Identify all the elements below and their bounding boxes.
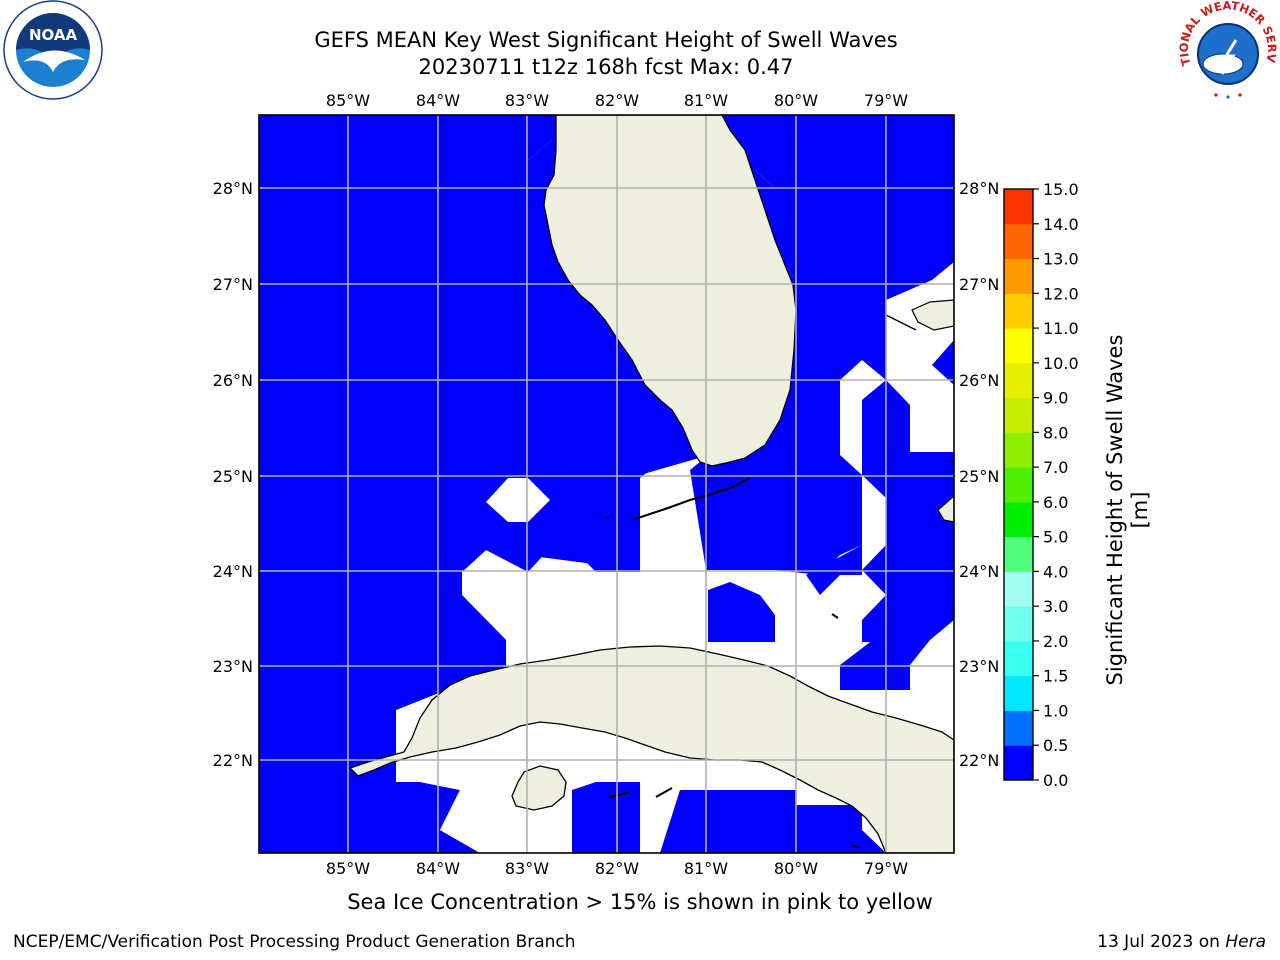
lat-label-right: 26°N	[959, 371, 999, 390]
colorbar-segment	[1004, 467, 1033, 503]
chart-title: GEFS MEAN Key West Significant Height of…	[314, 28, 898, 52]
colorbar-tick-label: 0.5	[1043, 736, 1068, 755]
colorbar-tick-label: 14.0	[1043, 215, 1079, 234]
noaa-logo: NOAA	[3, 0, 103, 100]
chart-subtitle: 20230711 t12z 168h fcst Max: 0.47	[418, 55, 794, 79]
lat-label-right: 22°N	[959, 751, 999, 770]
colorbar-segment	[1004, 501, 1033, 538]
lon-label-top: 81°W	[684, 91, 728, 110]
lon-label-bottom: 80°W	[774, 859, 818, 878]
colorbar-segment	[1004, 328, 1033, 364]
lat-label-left: 25°N	[213, 467, 253, 486]
colorbar-segment	[1004, 606, 1033, 642]
map-frame	[258, 114, 955, 854]
footer-date-text: 13 Jul 2023 on	[1097, 932, 1226, 952]
colorbar-tick-label: 0.0	[1043, 771, 1068, 790]
colorbar-segment	[1004, 293, 1033, 329]
lat-label-right: 25°N	[959, 467, 999, 486]
colorbar-tick-label: 2.0	[1043, 632, 1068, 651]
colorbar-tick-label: 9.0	[1043, 389, 1068, 408]
lat-label-right: 27°N	[959, 275, 999, 294]
lon-label-top: 80°W	[774, 91, 818, 110]
lat-label-right: 24°N	[959, 562, 999, 581]
colorbar-tick-label: 13.0	[1043, 250, 1079, 269]
colorbar-tick-label: 3.0	[1043, 597, 1068, 616]
land-florida	[543, 115, 797, 467]
colorbar-tick-label: 5.0	[1043, 528, 1068, 547]
lon-label-bottom: 83°W	[505, 859, 549, 878]
colorbar-segment	[1004, 675, 1033, 711]
land-florida-keys	[631, 477, 751, 521]
footer-credit: NCEP/EMC/Verification Post Processing Pr…	[13, 932, 576, 952]
colorbar-segment	[1004, 536, 1033, 572]
colorbar-label: Significant Height of Swell Waves [m]	[1103, 334, 1152, 686]
lon-label-bottom: 85°W	[326, 859, 370, 878]
nws-logo: NATIONAL WEATHER SERVICE	[1176, 0, 1279, 102]
colorbar-segment	[1004, 223, 1033, 260]
colorbar-segment	[1004, 189, 1033, 225]
colorbar-tick-label: 7.0	[1043, 458, 1068, 477]
lon-label-top: 84°W	[416, 91, 460, 110]
colorbar-segment	[1004, 362, 1033, 399]
lat-label-left: 28°N	[213, 179, 253, 198]
map-grid	[259, 115, 954, 853]
lon-label-bottom: 82°W	[595, 859, 639, 878]
lon-label-bottom: 81°W	[684, 859, 728, 878]
sea-ice-note: Sea Ice Concentration > 15% is shown in …	[347, 890, 933, 914]
footer-host: Hera	[1225, 932, 1266, 952]
lat-label-left: 24°N	[213, 562, 253, 581]
lon-label-bottom: 84°W	[416, 859, 460, 878]
lon-label-top: 79°W	[864, 91, 908, 110]
lat-label-right: 28°N	[959, 179, 999, 198]
colorbar-tick-label: 6.0	[1043, 493, 1068, 512]
land-bahamas	[911, 299, 954, 331]
land-isla-juventud	[511, 765, 567, 811]
colorbar-segment	[1004, 640, 1033, 677]
lat-label-right: 23°N	[959, 657, 999, 676]
lat-label-left: 23°N	[213, 657, 253, 676]
colorbar-tick-label: 12.0	[1043, 284, 1079, 303]
colorbar-frame	[1003, 188, 1034, 781]
colorbar-tick-label: 1.5	[1043, 667, 1068, 686]
colorbar-tick-label: 15.0	[1043, 180, 1079, 199]
lon-label-top: 82°W	[595, 91, 639, 110]
colorbar-tick-label: 4.0	[1043, 562, 1068, 581]
colorbar-tick-label: 11.0	[1043, 319, 1079, 338]
lon-label-bottom: 79°W	[864, 859, 908, 878]
footer-date: 13 Jul 2023 on Hera	[1097, 932, 1266, 952]
lat-label-left: 22°N	[213, 751, 253, 770]
colorbar-segment	[1004, 710, 1033, 746]
colorbar: 0.0 0.5 1.0 1.5 2.0 3.0 4.0 5.0 6.0 7.0 8.0 9.0 10.0…	[1003, 180, 1079, 790]
svg-text:NOAA: NOAA	[29, 26, 78, 44]
colorbar-tick-label: 10.0	[1043, 354, 1079, 373]
lat-label-left: 26°N	[213, 371, 253, 390]
colorbar-segment	[1004, 432, 1033, 468]
lon-label-top: 85°W	[326, 91, 370, 110]
colorbar-tick-label: 8.0	[1043, 423, 1068, 442]
colorbar-segment	[1004, 571, 1033, 607]
colorbar-tick-label: 1.0	[1043, 701, 1068, 720]
lat-label-left: 27°N	[213, 275, 253, 294]
colorbar-segment	[1004, 745, 1033, 781]
lon-label-top: 83°W	[505, 91, 549, 110]
colorbar-segment	[1004, 397, 1033, 433]
colorbar-segment	[1004, 258, 1033, 294]
